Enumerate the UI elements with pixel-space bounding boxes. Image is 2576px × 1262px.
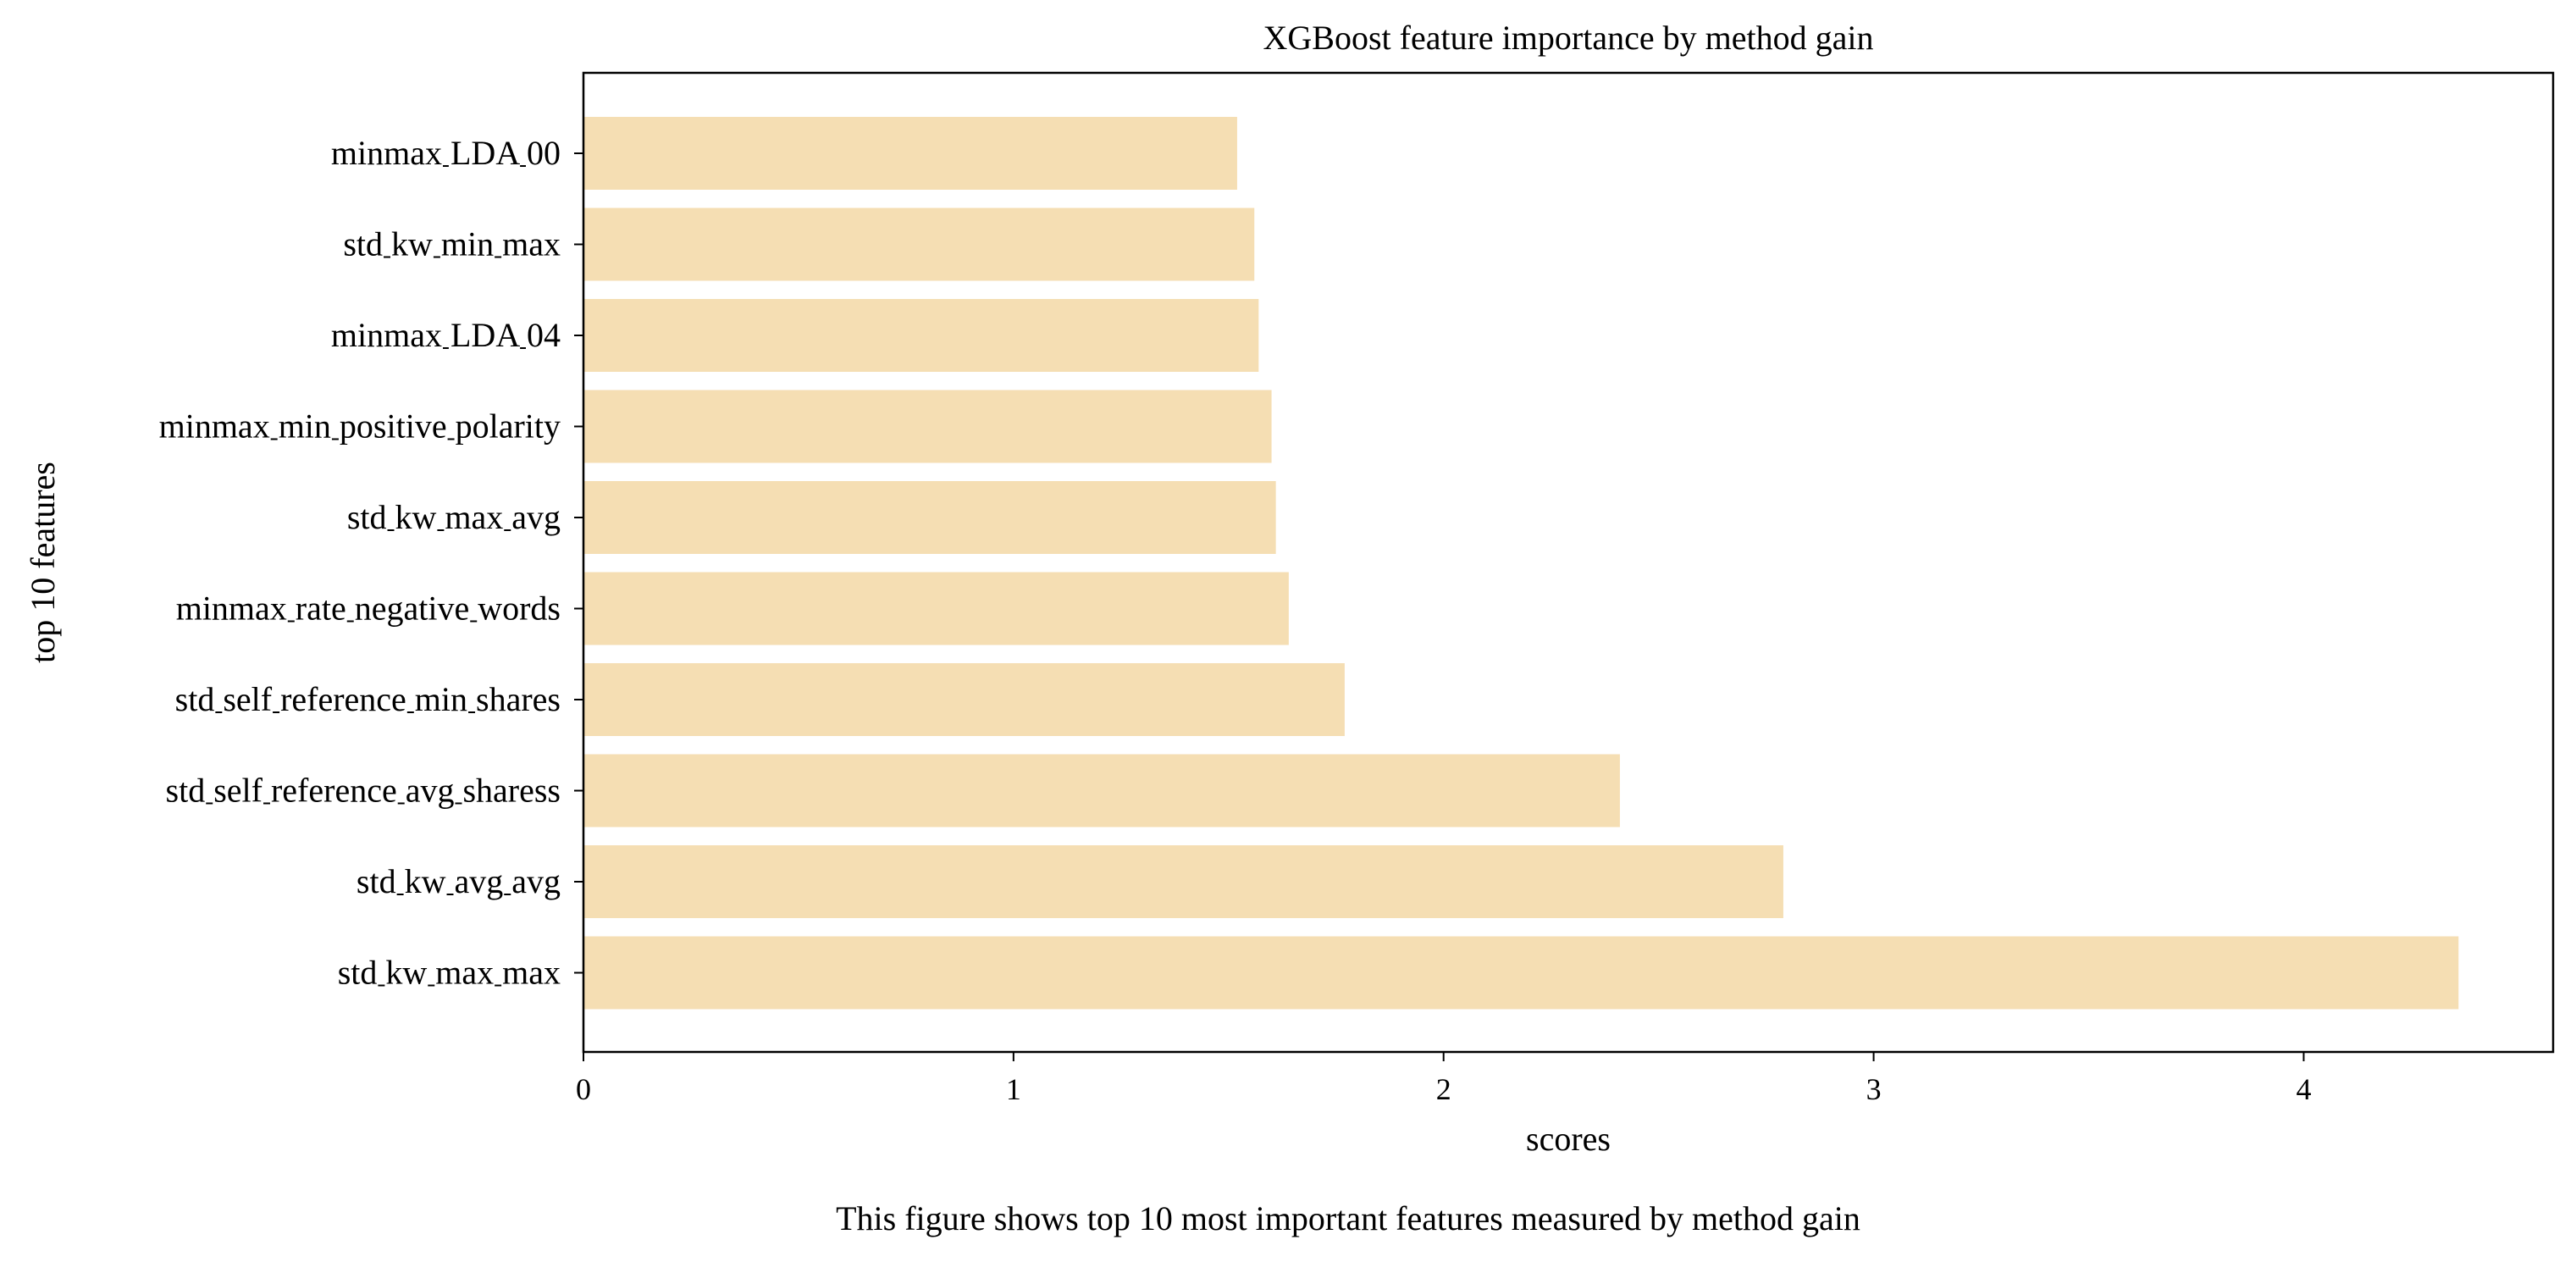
bar-std__kw_max_max [583,936,2459,1010]
x-axis-title: scores [1526,1120,1611,1158]
y-tick-label: std kw max max [338,954,561,992]
bars-group [583,117,2459,1010]
y-tick-label: minmax min positive polarity [159,407,561,446]
y-tick-label: std kw min max [343,225,561,263]
bar-std__self_reference_min_shares [583,663,1345,736]
bar-std__self_reference_avg_sharess [583,754,1620,827]
y-tick-label: std self reference avg sharess [166,772,561,810]
y-tick-label: std kw avg avg [357,862,561,900]
chart-title: XGBoost feature importance by method gai… [1263,19,1874,57]
bar-std__kw_avg_avg [583,845,1783,918]
x-ticks-group: 0 1 2 3 4 [576,1052,2311,1106]
x-tick-label: 0 [576,1072,591,1106]
bar-std__kw_min_max [583,208,1255,281]
figure-caption: This figure shows top 10 most important … [836,1199,1860,1237]
y-tick-label: minmax rate negative words [176,589,561,628]
bar-minmax__LDA_00 [583,117,1237,190]
bar-minmax__min_positive_polarity [583,390,1272,463]
y-tick-label: std kw max avg [347,498,561,536]
y-tick-label: std self reference min shares [175,680,561,718]
plot-frame [582,71,2555,1054]
y-axis-title: top 10 features [24,462,62,663]
x-tick-label: 1 [1006,1072,1021,1106]
bar-std__kw_max_avg [583,481,1276,554]
bar-minmax__rate_negative_words [583,572,1289,645]
x-tick-label: 2 [1436,1072,1451,1106]
x-tick-label: 3 [1866,1072,1882,1106]
x-tick-label: 4 [2296,1072,2311,1106]
bar-minmax__LDA_04 [583,299,1259,372]
